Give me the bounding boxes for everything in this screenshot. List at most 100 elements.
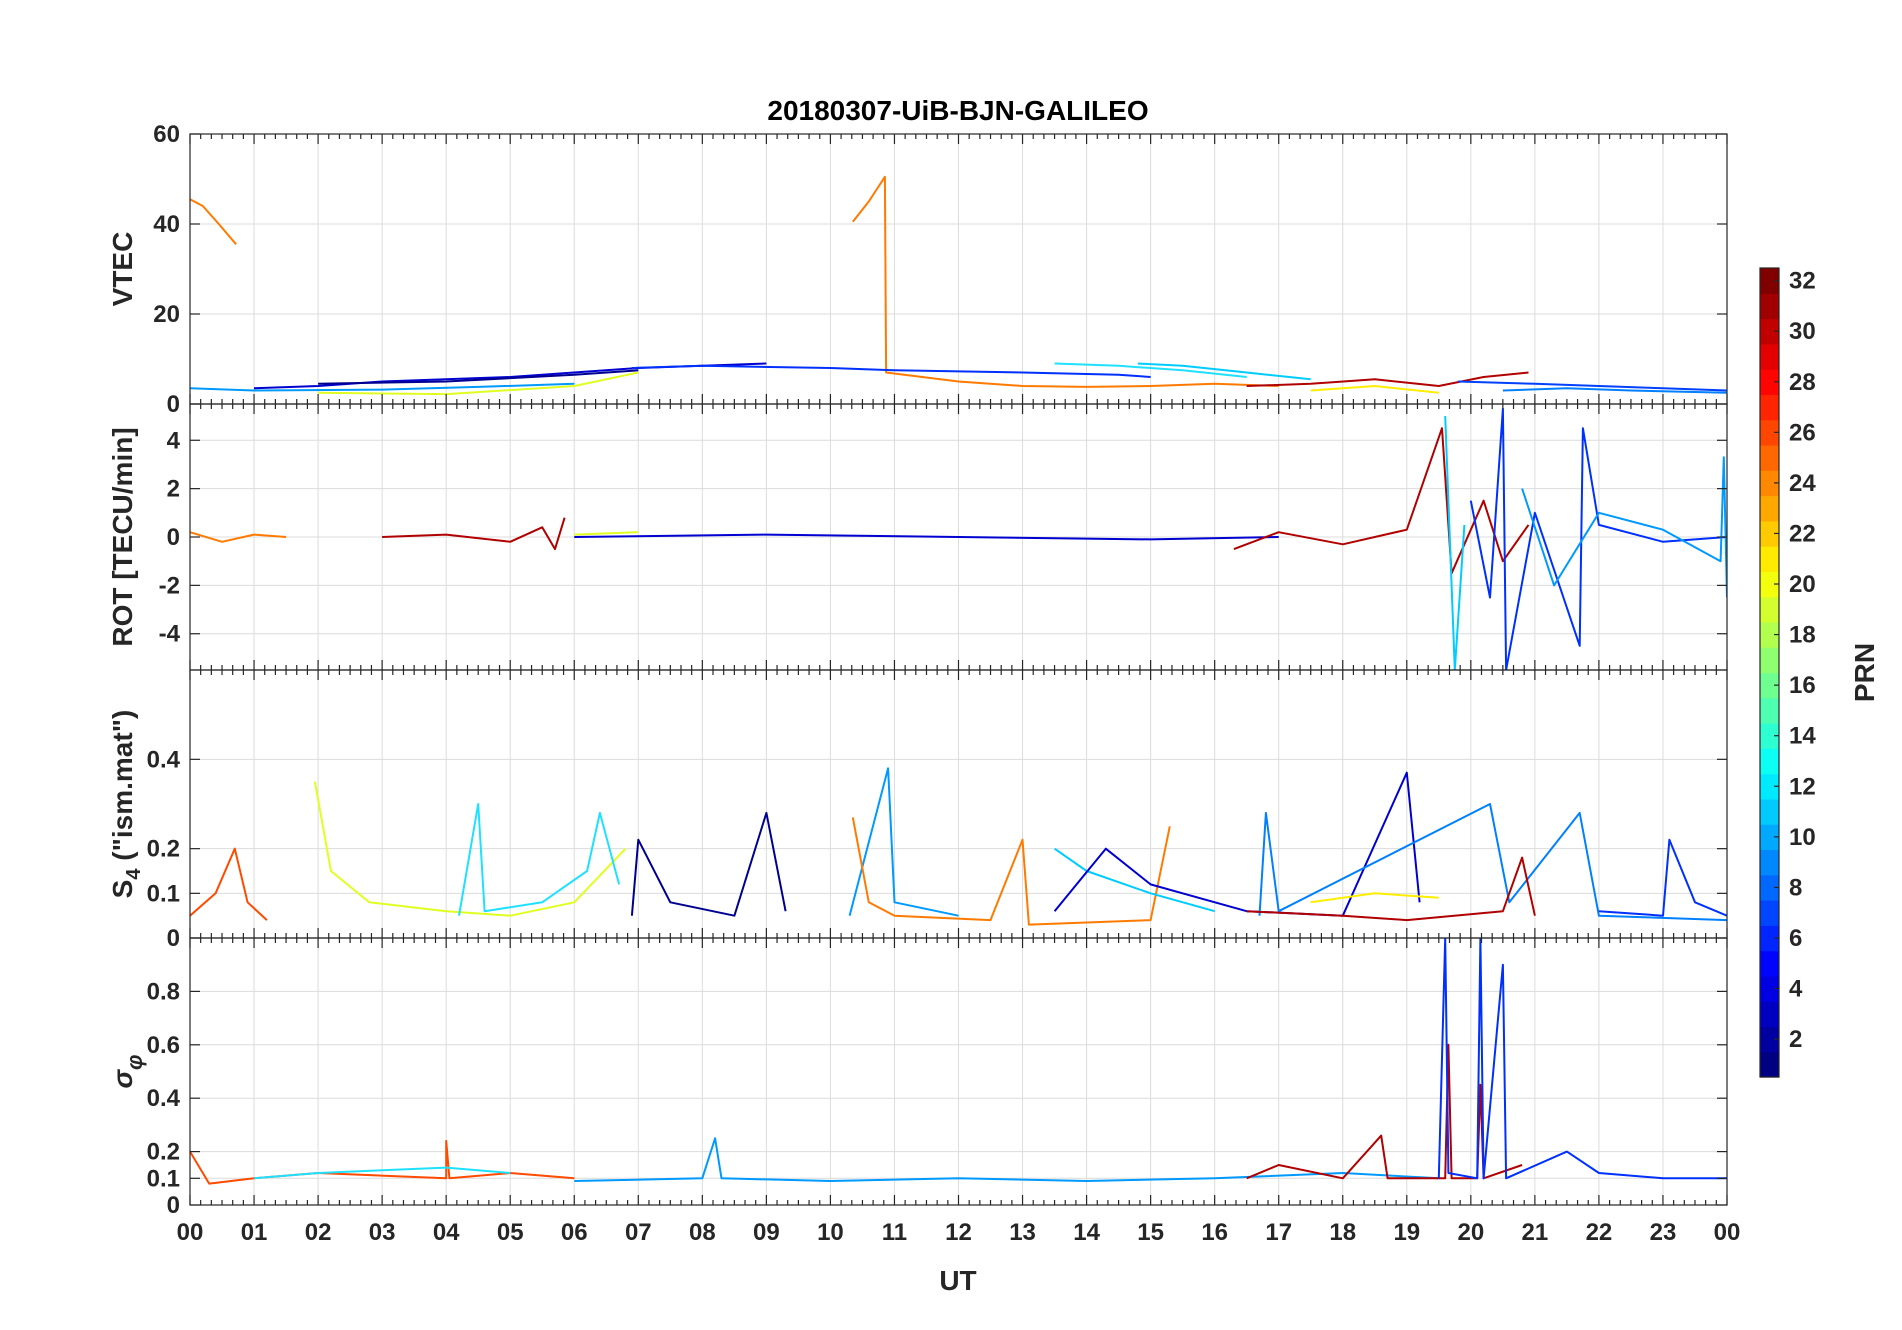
series-group [190,767,1727,926]
series-line-prn-26 [190,1139,575,1185]
colorbar-tick-label: 2 [1789,1026,1802,1053]
colorbar-segment [1760,268,1779,294]
x-axis-label: UT [939,1265,976,1296]
colorbar-segment [1760,444,1779,471]
x-tick-label: 04 [433,1219,460,1246]
x-tick-label: 16 [1201,1219,1228,1246]
colorbar-tick-label: 12 [1789,773,1816,800]
panel-vtec: 0 20 40 60 VTEC [107,121,1728,418]
colorbar-segment [1760,318,1779,345]
series-line-prn-31 [1246,856,1536,922]
colorbar-label: PRN [1849,643,1880,702]
series-line-prn-19 [318,371,639,396]
series-line-prn-2 [318,369,639,385]
series-line-prn-12 [1137,362,1311,381]
x-tick-label: 07 [625,1219,652,1246]
y-tick-label: 0 [167,925,180,952]
series-line-prn-24 [190,198,237,245]
colorbar-segment [1760,798,1779,825]
colorbar-segment [1760,293,1779,320]
series-line-prn-5 [1437,938,1727,1180]
y-tick-label: 0.2 [147,1139,180,1166]
colorbar-segment [1760,723,1779,749]
x-tick-label: 10 [817,1219,844,1246]
series-line-prn-12 [1054,847,1215,913]
series-line-prn-10 [574,1137,1439,1182]
series-group [190,175,1727,396]
y-tick-label: -2 [159,572,180,599]
chart-title: 20180307-UiB-BJN-GALILEO [767,95,1148,126]
colorbar-segment [1760,748,1779,775]
colorbar-segment [1760,975,1779,1002]
x-tick-label: 15 [1137,1219,1164,1246]
colorbar-segment [1760,520,1779,547]
x-tick-label: 00 [177,1219,204,1246]
x-tick-label: 17 [1265,1219,1292,1246]
y-axis-label-s4: S4 ("ism.mat") [107,710,145,899]
colorbar-segment [1760,621,1779,648]
colorbar-segment [1760,874,1779,901]
y-tick-label: 0.8 [147,978,180,1005]
colorbar-segment [1760,647,1779,674]
series-line-prn-24 [190,531,287,543]
colorbar-tick-label: 26 [1789,419,1816,446]
series-line-prn-31 [382,517,566,551]
series-line-prn-9 [1502,387,1727,394]
y-tick-label: 0.4 [147,746,181,773]
colorbar-segment [1760,470,1779,497]
series-line-prn-6 [1457,380,1727,392]
colorbar-segment [1760,697,1779,724]
x-tick-label: 01 [241,1219,268,1246]
colorbar-tick-label: 6 [1789,925,1802,952]
x-tick-label: 18 [1329,1219,1356,1246]
x-tick-label: 20 [1457,1219,1484,1246]
colorbar-segment [1760,1026,1779,1053]
y-tick-label: 4 [167,427,181,454]
x-tick-label: 11 [882,1219,907,1246]
series-group [190,407,1727,670]
series-line-prn-24 [852,175,1279,388]
colorbar-segment [1760,672,1779,699]
x-tick-label: 23 [1650,1219,1677,1246]
y-tick-label: -4 [159,621,181,648]
y-tick-label: 0.1 [147,1165,180,1192]
series-group [190,938,1727,1185]
y-tick-label: 20 [153,301,180,328]
x-tick-label: 02 [305,1219,332,1246]
y-tick-label: 0.4 [147,1085,181,1112]
y-tick-label: 0 [167,1192,180,1219]
series-line-prn-24 [851,817,1171,926]
x-tick-label: 03 [369,1219,396,1246]
colorbar-segment [1760,1001,1779,1028]
colorbar-segment [1760,369,1779,396]
y-tick-label: 0.2 [147,836,180,863]
series-line-prn-20 [1310,892,1439,904]
colorbar-segment [1760,571,1779,598]
colorbar-segment [1760,394,1779,421]
colorbar-tick-label: 22 [1789,520,1816,547]
y-tick-label: 0.1 [147,880,180,907]
colorbar-segment [1760,950,1779,977]
y-tick-label: 0 [167,524,180,551]
series-line-prn-13 [1054,362,1247,378]
series-line-prn-10 [190,382,575,392]
panel-sigma_phi: 00.10.2 0.4 0.6 0.8 σφ [107,937,1728,1219]
y-tick-label: 40 [153,211,180,238]
colorbar-segment [1760,824,1779,851]
series-line-prn-5 [631,364,1151,378]
series-line-prn-31 [1246,371,1529,387]
series-line-prn-26 [190,847,268,921]
series-line-prn-19 [313,781,627,917]
series-line-prn-13 [458,803,621,916]
series-line-prn-31 [1233,427,1530,575]
colorbar-segment [1760,546,1779,572]
colorbar-segment [1760,419,1779,446]
colorbar-tick-label: 20 [1789,571,1816,598]
x-tick-label: 00 [1714,1219,1741,1246]
colorbar-tick-label: 8 [1789,874,1802,901]
colorbar-segment [1760,925,1779,952]
